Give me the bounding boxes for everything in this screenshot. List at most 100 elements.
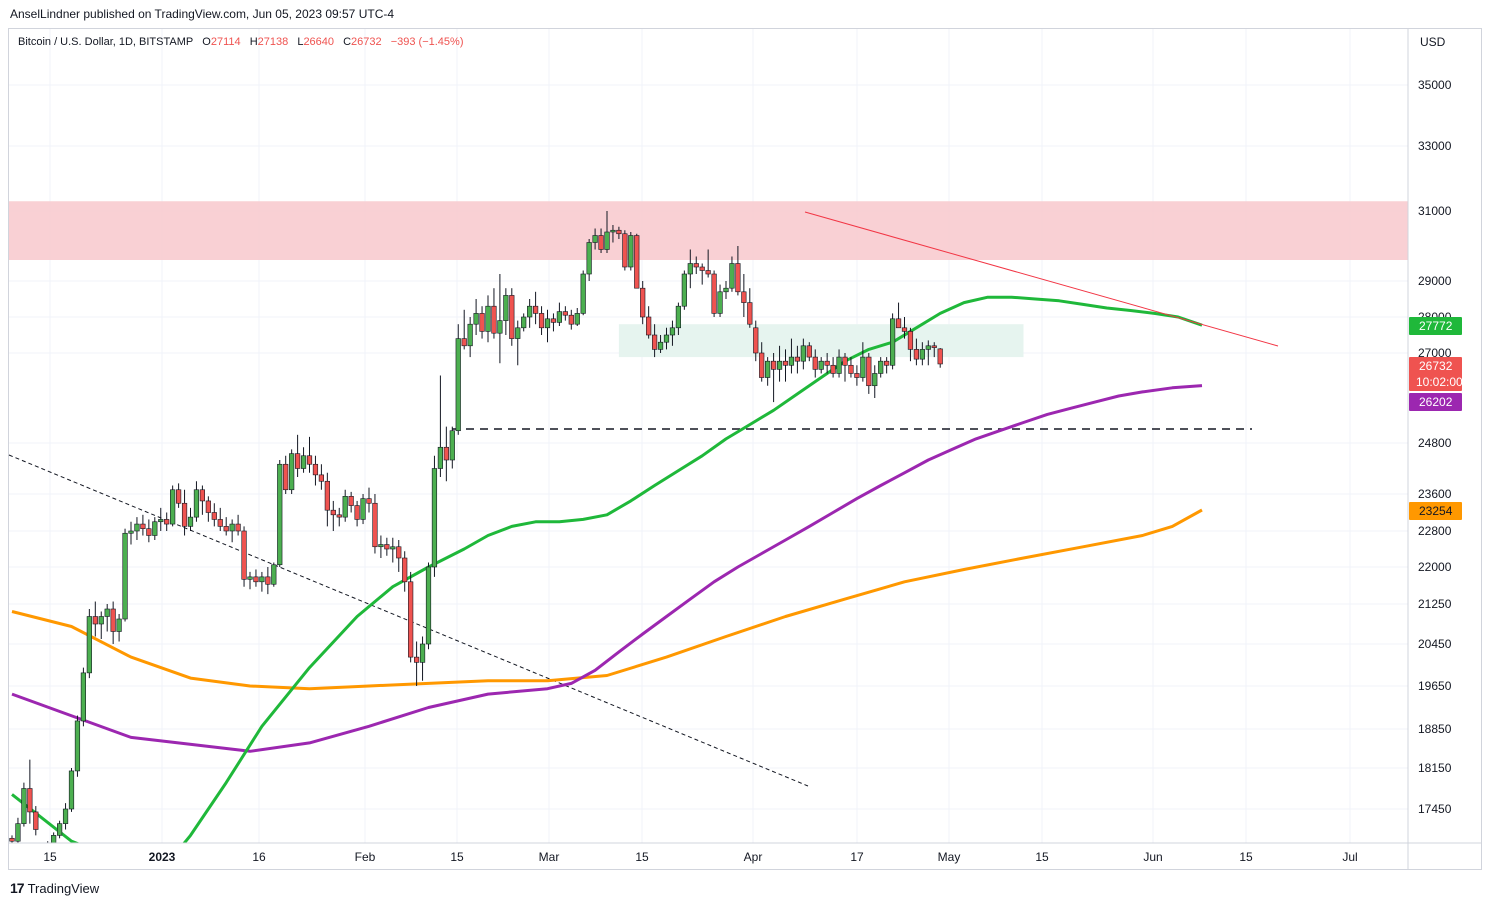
candle-body	[265, 576, 271, 585]
candle-body	[574, 313, 580, 325]
x-tick-label: 15	[1035, 850, 1049, 864]
candle	[532, 291, 539, 325]
x-tick-label: Jun	[1143, 850, 1162, 864]
candle-body	[62, 808, 69, 824]
support-zone	[618, 324, 1024, 358]
candle-body	[818, 360, 824, 370]
candle	[68, 768, 75, 812]
legend-high: 27138	[257, 36, 289, 48]
candle	[640, 281, 646, 325]
candle	[556, 302, 562, 326]
y-tick-label: 23600	[1418, 487, 1452, 501]
candle-body	[122, 532, 128, 620]
candle-body	[913, 349, 919, 360]
candle	[241, 526, 247, 587]
candle-body	[711, 273, 717, 314]
candle-body	[461, 338, 467, 347]
candle-body	[592, 235, 598, 243]
candle-body	[717, 291, 723, 314]
candle	[158, 507, 164, 531]
candle-body	[538, 313, 545, 329]
candle-body	[485, 305, 491, 332]
candle-body	[235, 523, 241, 532]
x-tick-label: Feb	[355, 850, 376, 864]
candle	[842, 353, 848, 382]
candle	[413, 641, 420, 686]
x-tick-label: 15	[635, 850, 649, 864]
legend-low: 26640	[303, 36, 335, 48]
candle	[300, 447, 307, 473]
candle	[116, 614, 122, 642]
candle	[634, 233, 640, 289]
candle-body	[134, 523, 140, 532]
candle-body	[854, 373, 860, 378]
candle	[663, 327, 670, 350]
candle	[27, 759, 33, 824]
candle-body	[723, 287, 729, 293]
candle	[931, 342, 937, 358]
candle	[895, 302, 902, 329]
candle-body	[675, 305, 681, 329]
candle	[741, 274, 747, 317]
candle-body	[640, 287, 646, 318]
candle-body	[336, 514, 342, 518]
candle	[937, 348, 943, 368]
candle	[170, 485, 176, 527]
candle-body	[152, 521, 158, 536]
candle	[217, 507, 223, 531]
candle-body	[866, 356, 872, 387]
candle-body	[396, 546, 402, 559]
candle	[318, 464, 325, 490]
candle-body	[330, 509, 336, 516]
candle-body	[170, 489, 176, 525]
candle	[259, 571, 265, 592]
candle-body	[699, 266, 705, 271]
candle	[913, 338, 919, 366]
publisher-text: AnselLindner published on TradingView.co…	[10, 7, 395, 21]
candle	[140, 514, 146, 536]
candle-body	[372, 502, 378, 548]
candle	[253, 569, 259, 587]
candle	[74, 715, 81, 777]
tradingview-logo-icon: 17	[10, 880, 25, 896]
candle-body	[408, 581, 414, 658]
candle-body	[753, 327, 759, 354]
price-badge-countdown: 10:02:00	[1416, 375, 1463, 389]
y-tick-label: 22800	[1418, 524, 1452, 538]
candle	[277, 460, 283, 567]
candle	[312, 455, 319, 486]
candle	[866, 353, 872, 394]
candle-body	[211, 512, 217, 520]
candle-body	[146, 528, 152, 536]
candle-body	[294, 453, 301, 469]
candle	[336, 507, 342, 527]
candle-body	[657, 341, 664, 350]
candle-body	[181, 502, 188, 527]
candle	[818, 357, 824, 374]
candle-body	[473, 313, 479, 325]
tradingview-footer[interactable]: 17 TradingView	[10, 880, 99, 896]
candle-body	[158, 519, 164, 523]
candle-body	[521, 316, 527, 329]
candle	[884, 357, 890, 374]
price-badge-value: 27772	[1419, 319, 1453, 333]
candle	[610, 225, 616, 243]
price-badge-ma-orange	[1409, 502, 1462, 520]
candle	[348, 491, 354, 513]
candle-body	[503, 295, 509, 321]
candle-body	[544, 318, 551, 329]
candle-body	[21, 788, 27, 824]
y-tick-label: 27000	[1418, 346, 1452, 360]
candle	[657, 335, 664, 353]
candle-body	[348, 496, 354, 506]
candle-body	[80, 672, 86, 722]
currency-label: USD	[1420, 35, 1446, 49]
candle	[211, 503, 217, 527]
candle-body	[223, 526, 229, 532]
candle	[782, 349, 789, 382]
legend-symbol: Bitcoin / U.S. Dollar, 1D, BITSTAMP	[18, 36, 194, 48]
x-tick-label: Apr	[744, 850, 763, 864]
candle	[925, 340, 931, 366]
candle-body	[378, 544, 384, 548]
